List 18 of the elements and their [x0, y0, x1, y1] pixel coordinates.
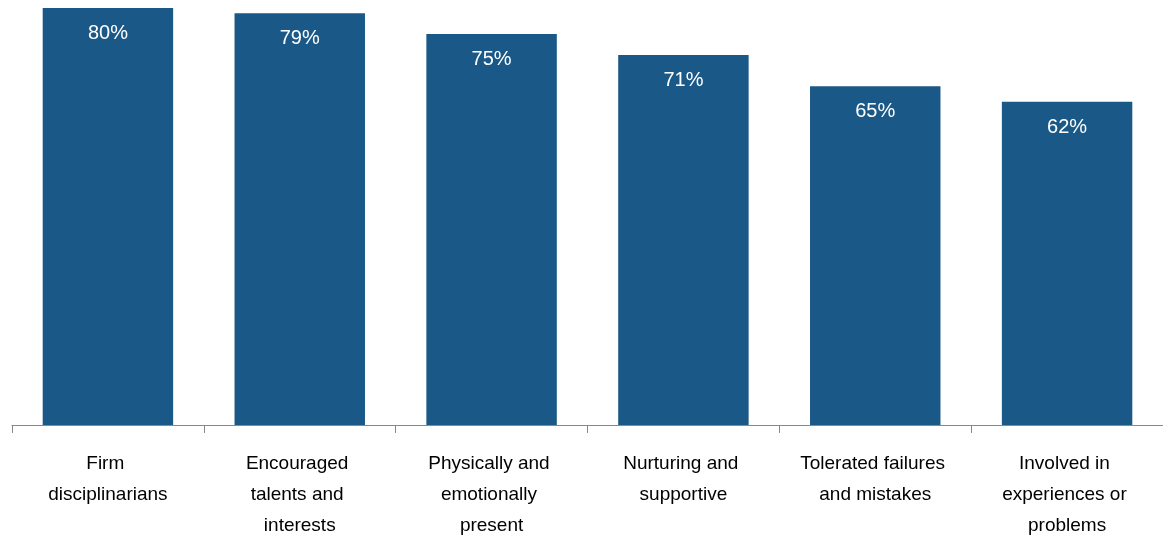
x-tick-label: Encouraged talents and interests [245, 452, 354, 535]
bar [810, 86, 941, 425]
x-tick-label: Nurturing and supportive [623, 452, 744, 504]
data-label: 71% [663, 67, 704, 90]
bar [426, 34, 557, 425]
data-label: 79% [279, 26, 320, 49]
data-label: 75% [471, 47, 512, 70]
data-label: 80% [87, 21, 129, 43]
data-label: 62% [1047, 114, 1088, 137]
bar [618, 54, 749, 425]
bar [1001, 101, 1133, 425]
bar [42, 8, 174, 425]
x-tick-label: Tolerated failures and mistakes [800, 452, 951, 504]
bar [234, 13, 365, 425]
x-tick-label: Firm disciplinarians [48, 452, 168, 504]
x-tick-label: Involved in experiences or problems [1002, 452, 1133, 535]
data-label: 65% [855, 99, 896, 122]
x-tick-label: Physically and emotionally present [428, 452, 555, 535]
